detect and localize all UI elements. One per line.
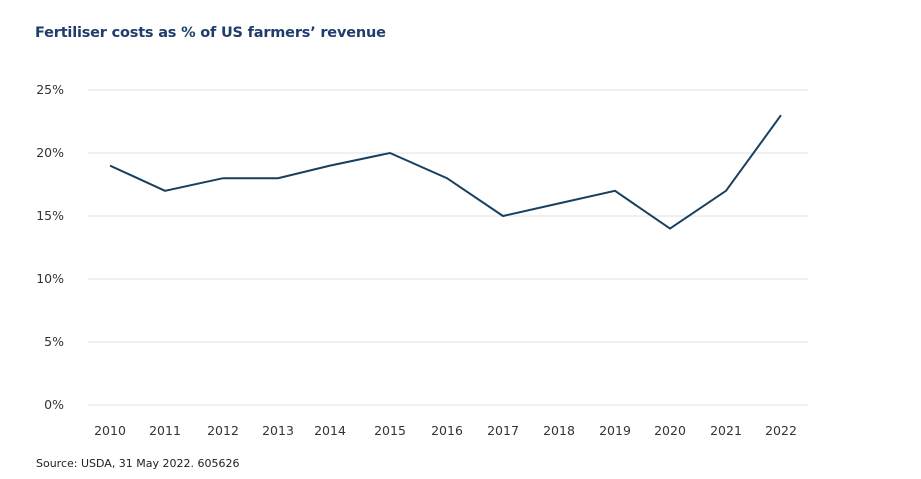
y-tick-label: 20%: [36, 145, 64, 160]
x-tick-label: 2018: [543, 423, 575, 438]
x-tick-label: 2019: [599, 423, 631, 438]
x-tick-label: 2021: [710, 423, 742, 438]
y-tick-label: 15%: [36, 208, 64, 223]
x-tick-label: 2014: [314, 423, 346, 438]
x-tick-label: 2020: [654, 423, 686, 438]
y-tick-label: 5%: [44, 334, 64, 349]
series-line: [109, 114, 782, 230]
x-tick-label: 2011: [149, 423, 181, 438]
x-tick-label: 2010: [94, 423, 126, 438]
x-tick-label: 2012: [207, 423, 239, 438]
source-note: Source: USDA, 31 May 2022. 605626: [36, 457, 240, 470]
x-tick-label: 2017: [487, 423, 519, 438]
x-tick-label: 2013: [262, 423, 294, 438]
y-tick-label: 25%: [36, 82, 64, 97]
y-tick-label: 0%: [44, 397, 64, 412]
x-tick-label: 2022: [765, 423, 797, 438]
x-tick-label: 2015: [374, 423, 406, 438]
y-tick-label: 10%: [36, 271, 64, 286]
chart-title: Fertiliser costs as % of US farmers’ rev…: [35, 25, 386, 41]
x-tick-label: 2016: [431, 423, 463, 438]
